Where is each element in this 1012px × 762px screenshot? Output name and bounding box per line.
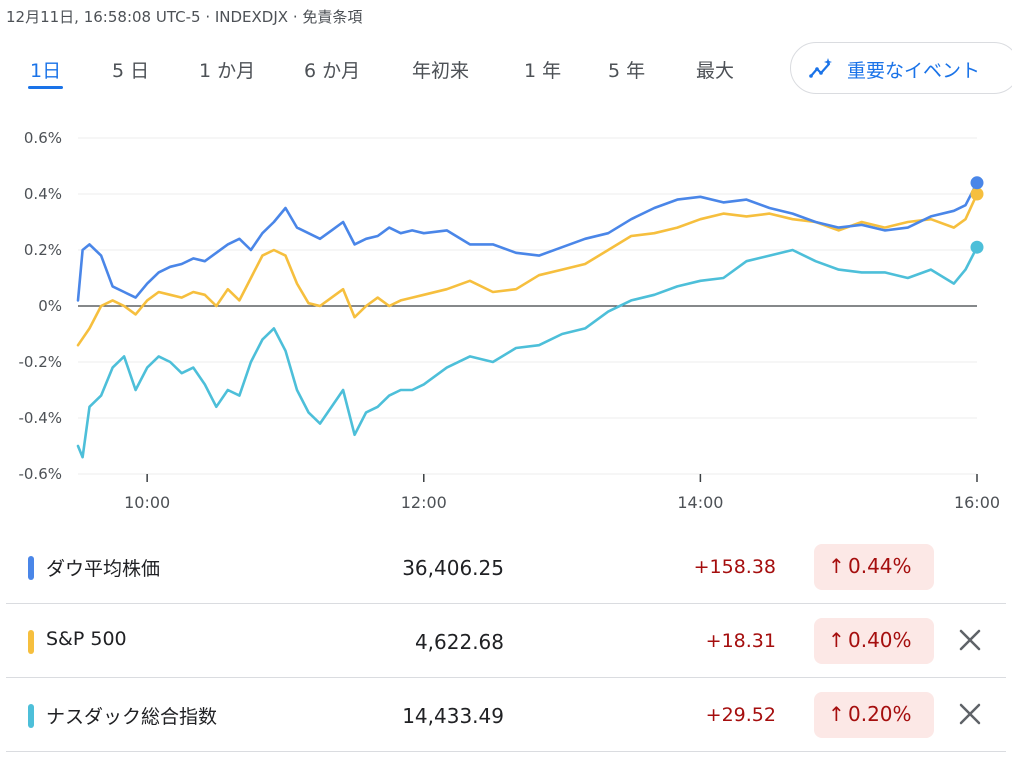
separator: · <box>288 8 303 26</box>
table-row[interactable]: S&P 500 4,622.68 +18.31 ↑ 0.40% <box>6 604 1006 678</box>
tab-label: 5 年 <box>608 60 646 82</box>
x-tick-label: 16:00 <box>954 493 1000 512</box>
series-swatch <box>28 630 34 654</box>
symbol: INDEXDJX <box>214 8 289 26</box>
x-tick-label: 12:00 <box>401 493 447 512</box>
tab-1-month[interactable]: 1 か月 <box>199 56 255 83</box>
tab-label: 最大 <box>696 60 735 82</box>
close-icon[interactable] <box>956 700 984 728</box>
chart-header: 12月11日, 16:58:08 UTC-5 · INDEXDJX · 免責条項 <box>6 6 362 27</box>
separator: · <box>200 8 215 26</box>
index-change: +29.52 <box>705 704 776 726</box>
tab-1-year[interactable]: 1 年 <box>524 56 561 83</box>
series-end-point <box>970 176 984 190</box>
y-tick-label: -0.4% <box>18 409 62 427</box>
y-tick-label: 0.4% <box>24 185 62 203</box>
key-events-button[interactable]: 重要なイベント <box>790 42 1012 94</box>
arrow-up-icon: ↑ <box>828 628 845 652</box>
index-change: +18.31 <box>705 630 776 652</box>
y-tick-label: -0.2% <box>18 353 62 371</box>
active-tab-indicator <box>28 86 64 89</box>
index-table: ダウ平均株価 36,406.25 +158.38 ↑ 0.44% S&P 500… <box>6 530 1006 752</box>
percent-value: 0.44% <box>848 554 912 578</box>
index-name: ダウ平均株価 <box>46 558 161 580</box>
index-value: 4,622.68 <box>414 630 504 654</box>
timestamp: 12月11日, 16:58:08 UTC-5 <box>6 8 201 26</box>
tab-label: 年初来 <box>412 60 470 82</box>
percent-badge: ↑ 0.20% <box>814 692 934 738</box>
y-tick-label: -0.6% <box>18 465 62 483</box>
key-events-label: 重要なイベント <box>847 60 981 82</box>
y-tick-label: 0% <box>38 297 62 315</box>
close-icon[interactable] <box>956 626 984 654</box>
index-name: S&P 500 <box>46 628 127 650</box>
index-name: ナスダック総合指数 <box>46 706 218 728</box>
series-swatch <box>28 556 34 580</box>
percent-value: 0.20% <box>848 702 912 726</box>
index-change: +158.38 <box>693 556 776 578</box>
percent-badge: ↑ 0.40% <box>814 618 934 664</box>
tab-label: 5 日 <box>112 60 150 82</box>
line-chart: 0.6% 0.4% 0.2% 0% -0.2% -0.4% -0.6% 10:00 12:00… <box>18 129 1000 512</box>
series-line <box>76 192 979 347</box>
y-tick-label: 0.6% <box>24 129 62 147</box>
x-tick-label: 14:00 <box>677 493 723 512</box>
sparkle-trend-icon <box>809 58 832 78</box>
tab-1-day[interactable]: 1日 <box>28 56 64 89</box>
y-tick-label: 0.2% <box>24 241 62 259</box>
tab-label: 6 か月 <box>304 60 361 82</box>
tab-max[interactable]: 最大 <box>696 56 734 83</box>
tab-5-years[interactable]: 5 年 <box>608 56 645 83</box>
tab-label: 1 か月 <box>199 60 256 82</box>
series-end-point <box>970 240 984 254</box>
tab-label: 1日 <box>30 60 62 82</box>
tab-ytd[interactable]: 年初来 <box>412 56 469 83</box>
arrow-up-icon: ↑ <box>828 554 845 578</box>
series-end-point <box>970 187 984 201</box>
arrow-up-icon: ↑ <box>828 702 845 726</box>
percent-badge: ↑ 0.44% <box>814 544 934 590</box>
range-tabs: 1日 5 日 1 か月 6 か月 年初来 1 年 5 年 最大 <box>0 46 1012 96</box>
index-value: 36,406.25 <box>402 556 504 580</box>
index-value: 14,433.49 <box>402 704 504 728</box>
table-row[interactable]: ナスダック総合指数 14,433.49 +29.52 ↑ 0.20% <box>6 678 1006 752</box>
tab-label: 1 年 <box>524 60 562 82</box>
tab-6-months[interactable]: 6 か月 <box>304 56 360 83</box>
percent-value: 0.40% <box>848 628 912 652</box>
x-tick-label: 10:00 <box>124 493 170 512</box>
tab-5-days[interactable]: 5 日 <box>112 56 149 83</box>
disclaimer-link[interactable]: 免責条項 <box>302 8 363 26</box>
table-row[interactable]: ダウ平均株価 36,406.25 +158.38 ↑ 0.44% <box>6 530 1006 604</box>
series-line <box>76 245 979 459</box>
series-line <box>76 181 979 302</box>
series-swatch <box>28 704 34 728</box>
